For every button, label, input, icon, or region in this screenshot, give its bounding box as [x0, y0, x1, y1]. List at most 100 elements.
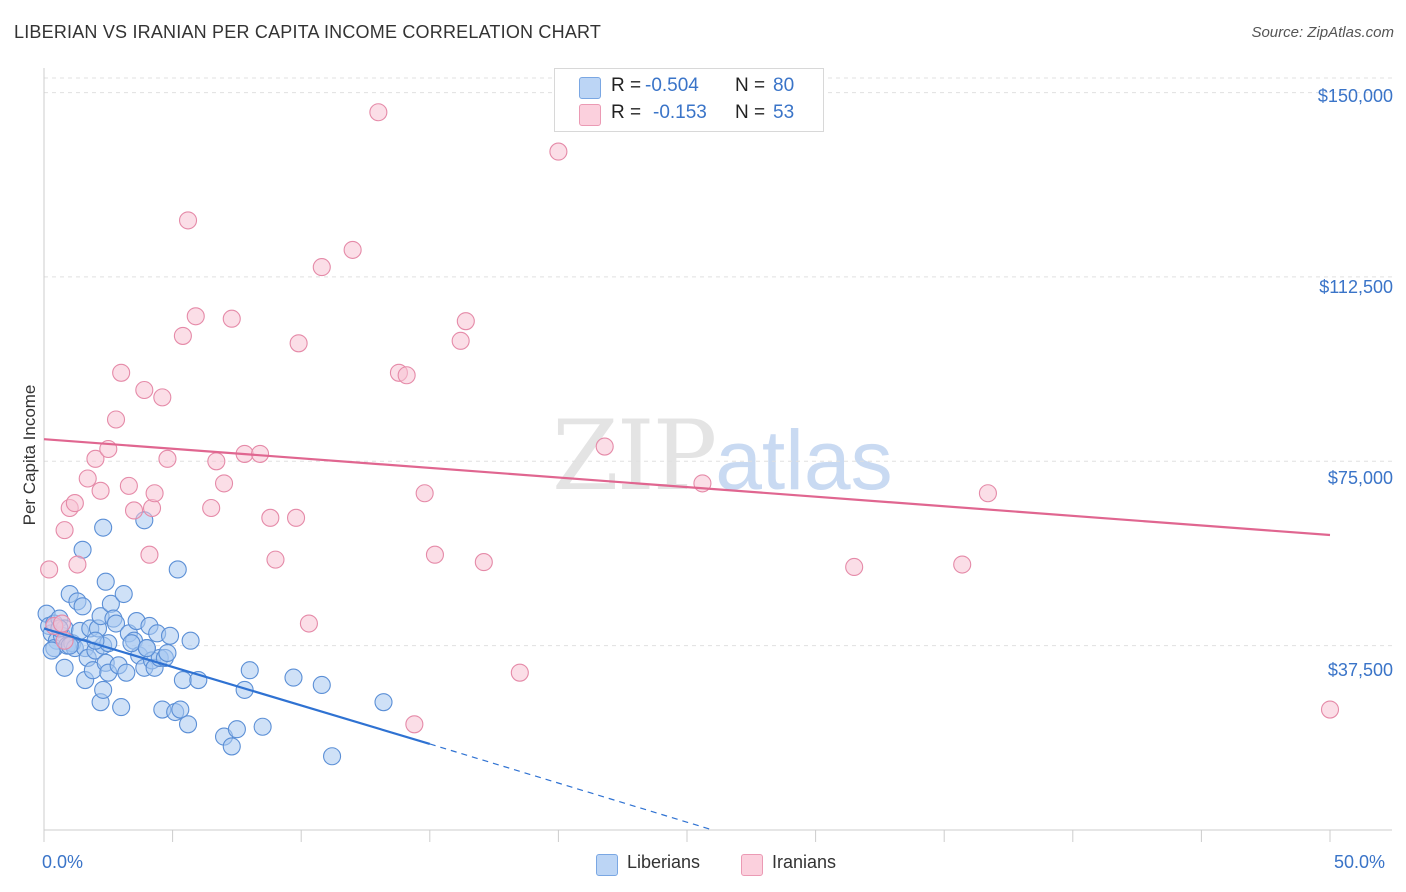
- iranians-point: [91, 481, 110, 500]
- liberians-point: [73, 597, 92, 616]
- source-label: Source: ZipAtlas.com: [1251, 24, 1394, 41]
- y-tick-label: $37,500: [1327, 660, 1393, 680]
- iranians-point: [214, 474, 234, 493]
- correlation-legend: R = -0.504 N = 80 R = -0.153 N = 53: [554, 68, 824, 132]
- iranians-point: [343, 240, 362, 259]
- iranians-point: [86, 449, 105, 468]
- iranians-point: [312, 258, 331, 277]
- liberians-point: [181, 631, 200, 650]
- iranians-point: [456, 312, 475, 331]
- liberians-legend-label: Liberians: [627, 852, 701, 872]
- iranians-point: [510, 663, 529, 682]
- liberians-point: [117, 663, 136, 682]
- iranians-point: [135, 380, 154, 400]
- liberians-swatch: [579, 77, 601, 99]
- liberians-point: [55, 658, 74, 677]
- legend-n-value: 53: [773, 102, 795, 123]
- iranians-legend-label: Iranians: [772, 852, 837, 872]
- legend-n-label: N =: [735, 75, 766, 96]
- iranians-point: [112, 363, 131, 382]
- iranians-point: [68, 555, 87, 574]
- iranians-point: [202, 498, 221, 518]
- liberians-point: [374, 693, 393, 712]
- iranians-point: [40, 560, 59, 579]
- liberians-point: [235, 680, 254, 699]
- liberians-point: [171, 700, 190, 719]
- legend-r-value: -0.504: [645, 75, 699, 96]
- watermark-zip: ZIP: [552, 400, 717, 512]
- liberians-point: [42, 641, 61, 660]
- legend-n-label: N =: [735, 102, 766, 123]
- iranians-point: [222, 309, 241, 328]
- legend-r-value: -0.153: [653, 102, 707, 123]
- liberians-point: [240, 661, 259, 680]
- iranians-points: [40, 103, 1340, 734]
- iranians-swatch: [579, 104, 601, 126]
- iranians-point: [142, 498, 162, 518]
- iranians-point: [266, 550, 285, 569]
- iranians-point: [78, 469, 97, 488]
- y-tick-label: $112,500: [1319, 277, 1393, 297]
- iranians-point: [124, 501, 144, 520]
- iranians-point: [299, 614, 318, 633]
- iranians-point: [451, 331, 470, 350]
- iranians-point: [405, 715, 424, 734]
- iranians-legend-swatch: [741, 854, 763, 876]
- liberians-point: [114, 584, 133, 604]
- liberians-point: [312, 675, 331, 695]
- liberians-point: [106, 614, 126, 633]
- liberians-point: [173, 671, 192, 690]
- iranians-point: [845, 557, 864, 577]
- iranians-point: [140, 545, 159, 564]
- liberians-trend-extension: [429, 743, 713, 831]
- liberians-point: [94, 518, 113, 537]
- legend-r-label: R =: [611, 75, 642, 96]
- chart-title: LIBERIAN VS IRANIAN PER CAPITA INCOME CO…: [14, 22, 602, 42]
- y-tick-label: $150,000: [1317, 86, 1393, 106]
- iranians-point: [261, 508, 280, 527]
- x-tick-label-min: 0.0%: [42, 852, 84, 872]
- legend-r-label: R =: [611, 102, 642, 123]
- liberians-point: [222, 737, 241, 756]
- iranians-point: [595, 437, 614, 456]
- iranians-point: [474, 553, 493, 572]
- iranians-point: [158, 449, 177, 468]
- liberians-point: [112, 698, 131, 717]
- iranians-point: [549, 142, 568, 161]
- x-tick-label-max: 50.0%: [1334, 852, 1386, 872]
- liberians-point: [253, 717, 272, 736]
- iranians-point: [425, 545, 444, 564]
- liberians-point: [227, 720, 246, 739]
- trend-lines: [43, 438, 1331, 831]
- iranians-point: [978, 484, 997, 503]
- iranians-point: [369, 103, 388, 122]
- liberians-point: [122, 634, 141, 653]
- liberians-legend-swatch: [596, 854, 618, 876]
- iranians-point: [289, 334, 308, 353]
- axes: [43, 68, 1392, 842]
- liberians-point: [178, 715, 198, 734]
- liberians-point: [160, 626, 180, 645]
- iranians-point: [1320, 700, 1340, 719]
- iranians-point: [173, 326, 192, 345]
- liberians-point: [96, 572, 115, 591]
- iranians-trend-line: [43, 438, 1331, 537]
- y-axis-label: Per Capita Income: [20, 384, 39, 526]
- grid-lines: [44, 77, 1392, 647]
- iranians-point: [953, 555, 972, 574]
- liberians-trend-line: [43, 627, 431, 746]
- iranians-point: [153, 388, 172, 407]
- iranians-point: [106, 410, 126, 429]
- legend-n-value: 80: [773, 75, 795, 96]
- iranians-point: [178, 211, 198, 230]
- iranians-point: [55, 521, 74, 540]
- iranians-point: [65, 494, 84, 513]
- iranians-point: [287, 508, 306, 527]
- liberians-point: [284, 668, 303, 687]
- watermark: ZIPatlas: [552, 400, 893, 512]
- y-tick-label: $75,000: [1327, 468, 1393, 488]
- iranians-point: [186, 307, 205, 326]
- iranians-point: [145, 484, 164, 503]
- liberians-point: [168, 560, 187, 579]
